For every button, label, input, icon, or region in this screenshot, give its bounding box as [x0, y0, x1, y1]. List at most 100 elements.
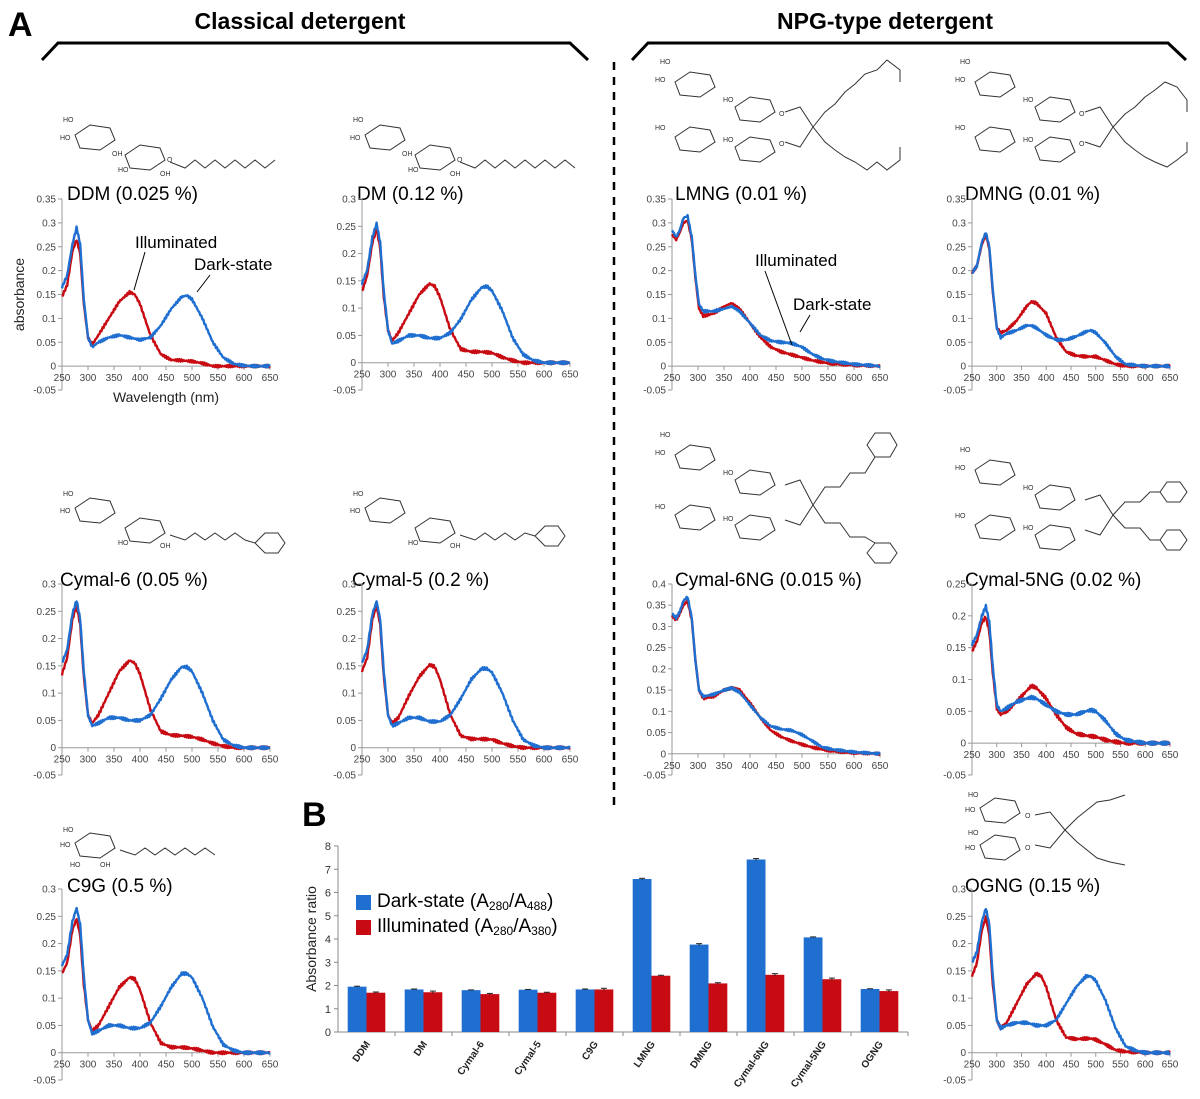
svg-text:OH: OH — [160, 171, 171, 178]
annotation-pointer — [799, 314, 811, 333]
svg-text:HO: HO — [968, 792, 979, 799]
x-tick-label: Cymal-5 — [513, 1039, 545, 1078]
annotation-pointer — [764, 270, 793, 346]
y-tick-label: 0.3 — [42, 580, 56, 591]
spectrum-title-cymal6ng: Cymal-6NG (0.015 %) — [675, 570, 862, 591]
x-tick-label: 550 — [1112, 750, 1129, 761]
x-tick-label: 600 — [1137, 1060, 1154, 1071]
x-tick-label: 500 — [1087, 1060, 1104, 1071]
y-tick-label: 0.15 — [947, 290, 967, 301]
y-tick-label: 0.35 — [947, 195, 967, 206]
x-tick-label: 600 — [236, 1060, 253, 1071]
x-tick-label: 450 — [458, 755, 475, 766]
x-tick-label: Cymal-6 — [456, 1039, 488, 1078]
x-tick-label: 400 — [132, 755, 149, 766]
legend-item-illuminated: Illuminated (A280/A380) — [356, 916, 558, 938]
bar-dark-state — [461, 990, 481, 1032]
x-tick-label: 500 — [1087, 373, 1104, 384]
spectrum-cymal6: -0.05 0 0.05 0.1 0.15 0.2 0.25 0.3 250 300 350 400 4… — [33, 580, 279, 782]
y-tick-label: 0.25 — [37, 912, 57, 923]
x-tick-label: 550 — [1112, 1060, 1129, 1071]
y-tick-label: 0 — [660, 362, 666, 373]
y-tick-label: 0 — [960, 739, 966, 750]
spectrum-ogng: -0.05 0 0.05 0.1 0.15 0.2 0.25 0.3 250 300 350 400 4… — [943, 885, 1179, 1087]
spectrum-title-dm: DM (0.12 %) — [357, 184, 464, 205]
spectrum-title-cymal6: Cymal-6 (0.05 %) — [60, 570, 208, 591]
x-tick-label: 300 — [380, 755, 397, 766]
x-tick-label: 650 — [872, 761, 889, 772]
x-axis-label: Wavelength (nm) — [113, 389, 219, 405]
y-tick-label: -0.05 — [33, 771, 56, 782]
x-tick-label: 500 — [794, 761, 811, 772]
x-tick-label: 600 — [236, 755, 253, 766]
svg-text:OH: OH — [100, 862, 111, 869]
annotation-pointer — [133, 251, 146, 291]
x-tick-label: 650 — [262, 373, 279, 384]
x-tick-label: 650 — [1162, 373, 1179, 384]
svg-text:O: O — [167, 157, 173, 164]
series-line-dark-state — [971, 232, 1171, 369]
y-tick-label: 0.25 — [947, 580, 967, 591]
y-tick-label: 0 — [50, 1048, 56, 1059]
annotation-illuminated: Illuminated — [135, 233, 217, 252]
svg-text:OH: OH — [112, 151, 123, 158]
series-line-illuminated — [971, 615, 1171, 747]
y-tick-label: 4 — [325, 934, 331, 946]
y-tick-label: -0.05 — [333, 386, 356, 397]
y-tick-label: -0.05 — [943, 1076, 966, 1087]
y-tick-label: 0.2 — [652, 266, 666, 277]
series-line-illuminated — [970, 915, 1171, 1056]
molecule-cymal5: HO HO HO OH — [350, 491, 566, 550]
svg-text:HO: HO — [350, 135, 361, 142]
svg-text:OH: OH — [450, 171, 461, 178]
bar-dark-state — [632, 879, 652, 1032]
molecule-dm: HO HO OH HO OH O — [350, 117, 576, 178]
y-tick-label: 0.3 — [42, 885, 56, 896]
y-tick-label: 0.1 — [342, 689, 356, 700]
y-tick-label: 0 — [660, 749, 666, 760]
x-tick-label: 250 — [354, 755, 371, 766]
y-tick-label: 0 — [960, 362, 966, 373]
y-tick-label: 3 — [325, 957, 331, 969]
x-tick-label: 450 — [1063, 373, 1080, 384]
svg-text:HO: HO — [655, 504, 666, 511]
y-tick-label: 7 — [325, 864, 331, 876]
x-tick-label: 400 — [432, 370, 449, 381]
x-tick-label: 550 — [210, 1060, 227, 1071]
legend-swatch-illuminated — [356, 919, 371, 935]
svg-text:OH: OH — [450, 543, 461, 550]
bar-illuminated — [879, 991, 899, 1032]
x-tick-label: 300 — [988, 373, 1005, 384]
y-tick-label: 0.15 — [37, 290, 57, 301]
x-tick-label: 300 — [988, 750, 1005, 761]
x-tick-label: 400 — [742, 761, 759, 772]
svg-text:HO: HO — [723, 470, 734, 477]
legend-swatch-dark-state — [356, 894, 371, 910]
x-tick-label: Cymal-6NG — [732, 1039, 772, 1090]
y-tick-label: 0.15 — [37, 661, 57, 672]
x-tick-label: 500 — [184, 1060, 201, 1071]
x-tick-label: 400 — [1038, 1060, 1055, 1071]
y-tick-label: 0.05 — [947, 338, 967, 349]
x-tick-label: 400 — [742, 373, 759, 384]
x-tick-label: OGNG — [859, 1039, 886, 1071]
x-tick-label: 450 — [768, 373, 785, 384]
svg-text:HO: HO — [408, 540, 419, 547]
legend-label-illuminated: Illuminated (A280/A380) — [377, 916, 558, 938]
x-tick-label: Cymal-5NG — [789, 1039, 829, 1090]
annotation-dark-state: Dark-state — [793, 295, 871, 314]
series-line-illuminated — [670, 598, 881, 757]
x-tick-label: 350 — [1013, 373, 1030, 384]
y-tick-label: 0.15 — [337, 276, 357, 287]
x-tick-label: 650 — [562, 370, 579, 381]
y-tick-label: 0.2 — [42, 939, 56, 950]
series-line-illuminated — [970, 232, 1171, 369]
y-tick-label: 0.25 — [647, 643, 667, 654]
x-tick-label: 300 — [80, 1060, 97, 1071]
svg-text:HO: HO — [955, 77, 966, 84]
y-tick-label: 0.05 — [37, 716, 57, 727]
y-tick-label: 0 — [50, 743, 56, 754]
y-tick-label: 0 — [50, 362, 56, 373]
x-tick-label: 450 — [768, 761, 785, 772]
svg-text:HO: HO — [118, 540, 129, 547]
